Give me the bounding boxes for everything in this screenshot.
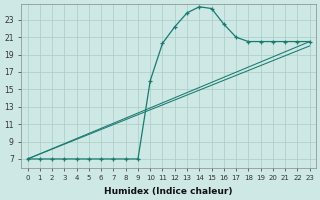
X-axis label: Humidex (Indice chaleur): Humidex (Indice chaleur) xyxy=(104,187,233,196)
